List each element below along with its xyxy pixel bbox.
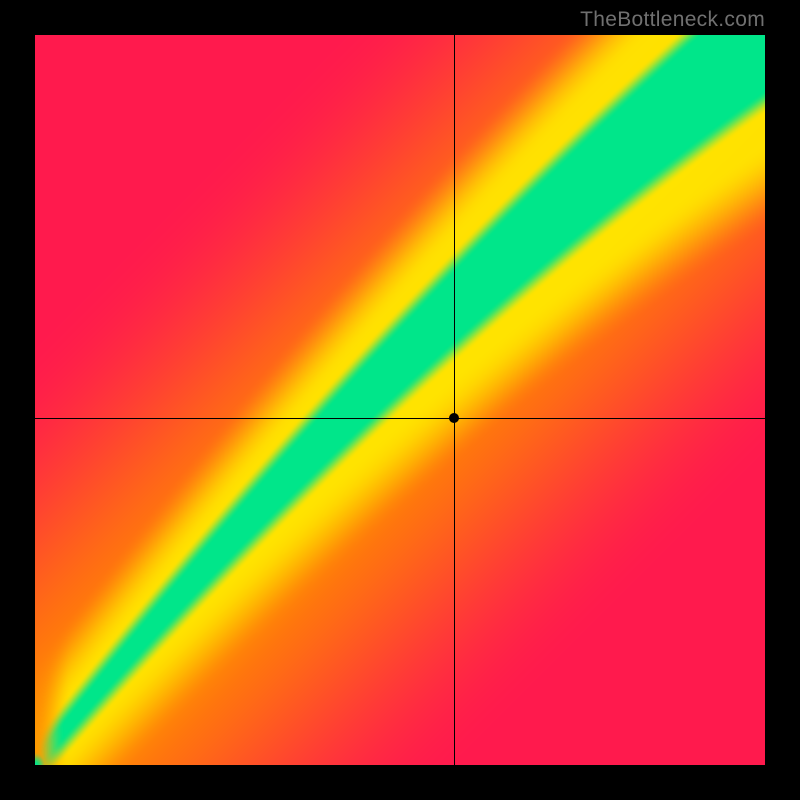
bottleneck-heatmap (35, 35, 765, 765)
crosshair-horizontal (35, 418, 765, 419)
crosshair-vertical (454, 35, 455, 765)
watermark-text: TheBottleneck.com (580, 8, 765, 32)
crosshair-marker (449, 413, 459, 423)
plot-area (35, 35, 765, 765)
